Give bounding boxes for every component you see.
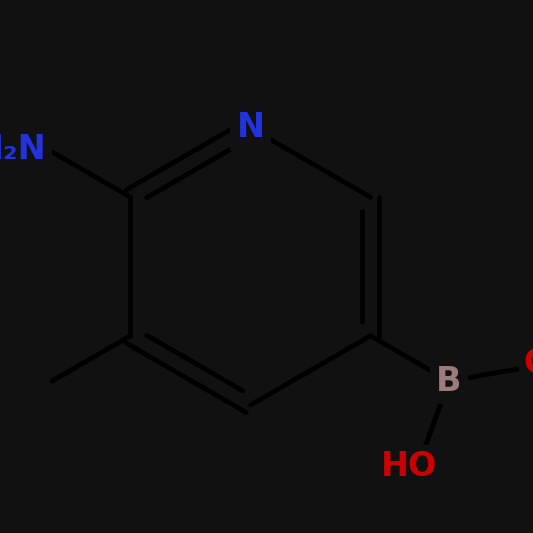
Text: HO: HO: [381, 450, 437, 483]
Text: H₂N: H₂N: [0, 133, 47, 166]
Text: B: B: [436, 365, 462, 398]
Text: N: N: [237, 111, 264, 144]
Text: OH: OH: [523, 347, 533, 380]
